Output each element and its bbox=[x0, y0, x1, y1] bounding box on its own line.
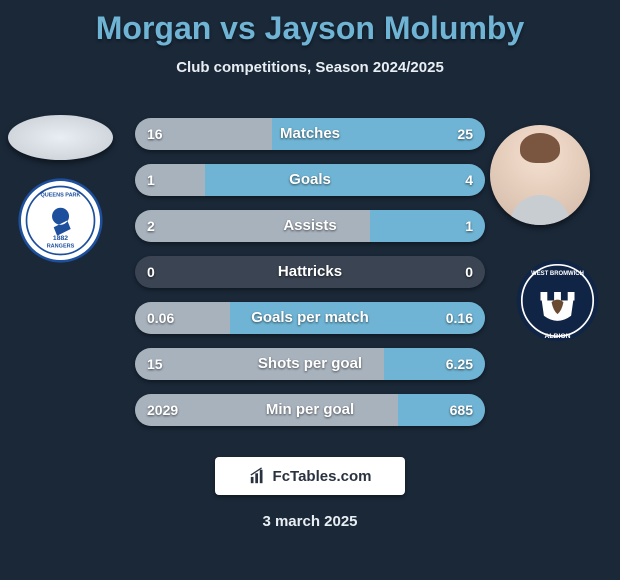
stat-value-right: 4 bbox=[465, 164, 473, 196]
stat-value-left: 15 bbox=[147, 348, 163, 380]
stat-value-right: 1 bbox=[465, 210, 473, 242]
page-title: Morgan vs Jayson Molumby bbox=[0, 0, 620, 47]
stat-label: Shots per goal bbox=[135, 348, 485, 380]
stat-value-right: 0.16 bbox=[446, 302, 473, 334]
club-badge-left: QUEENS PARK RANGERS 1882 bbox=[18, 178, 103, 263]
stat-label: Goals bbox=[135, 164, 485, 196]
stat-label: Assists bbox=[135, 210, 485, 242]
stat-row: Matches16 25 bbox=[135, 118, 485, 150]
stat-row: Assists2 1 bbox=[135, 210, 485, 242]
club-left-year: 1882 bbox=[53, 235, 68, 242]
chart-icon bbox=[249, 467, 267, 485]
svg-text:ALBION: ALBION bbox=[544, 333, 570, 340]
source-badge: FcTables.com bbox=[215, 457, 405, 495]
stat-label: Min per goal bbox=[135, 394, 485, 426]
player-photo-left bbox=[8, 115, 113, 160]
stat-value-left: 2029 bbox=[147, 394, 178, 426]
stat-value-right: 685 bbox=[450, 394, 473, 426]
svg-text:RANGERS: RANGERS bbox=[47, 244, 75, 250]
stat-label: Goals per match bbox=[135, 302, 485, 334]
source-text: FcTables.com bbox=[273, 468, 372, 485]
stat-label: Matches bbox=[135, 118, 485, 150]
stat-row: Goals per match0.06 0.16 bbox=[135, 302, 485, 334]
stat-value-left: 16 bbox=[147, 118, 163, 150]
stat-row: Shots per goal15 6.25 bbox=[135, 348, 485, 380]
stat-value-right: 0 bbox=[465, 256, 473, 288]
date-text: 3 march 2025 bbox=[0, 513, 620, 530]
stat-value-left: 0.06 bbox=[147, 302, 174, 334]
stats-chart: Matches1625Goals14Assists21Hattricks00Go… bbox=[135, 118, 485, 440]
svg-text:WEST BROMWICH: WEST BROMWICH bbox=[531, 271, 584, 277]
stat-row: Hattricks0 0 bbox=[135, 256, 485, 288]
stat-row: Min per goal2029 685 bbox=[135, 394, 485, 426]
stat-row: Goals1 4 bbox=[135, 164, 485, 196]
stat-value-right: 6.25 bbox=[446, 348, 473, 380]
stat-value-left: 0 bbox=[147, 256, 155, 288]
stat-label: Hattricks bbox=[135, 256, 485, 288]
stat-value-left: 1 bbox=[147, 164, 155, 196]
player-photo-right bbox=[490, 125, 590, 225]
stat-value-right: 25 bbox=[457, 118, 473, 150]
subtitle: Club competitions, Season 2024/2025 bbox=[0, 59, 620, 76]
stat-value-left: 2 bbox=[147, 210, 155, 242]
club-badge-right: WEST BROMWICH ALBION bbox=[515, 258, 600, 343]
club-left-text: QUEENS PARK bbox=[40, 193, 80, 199]
